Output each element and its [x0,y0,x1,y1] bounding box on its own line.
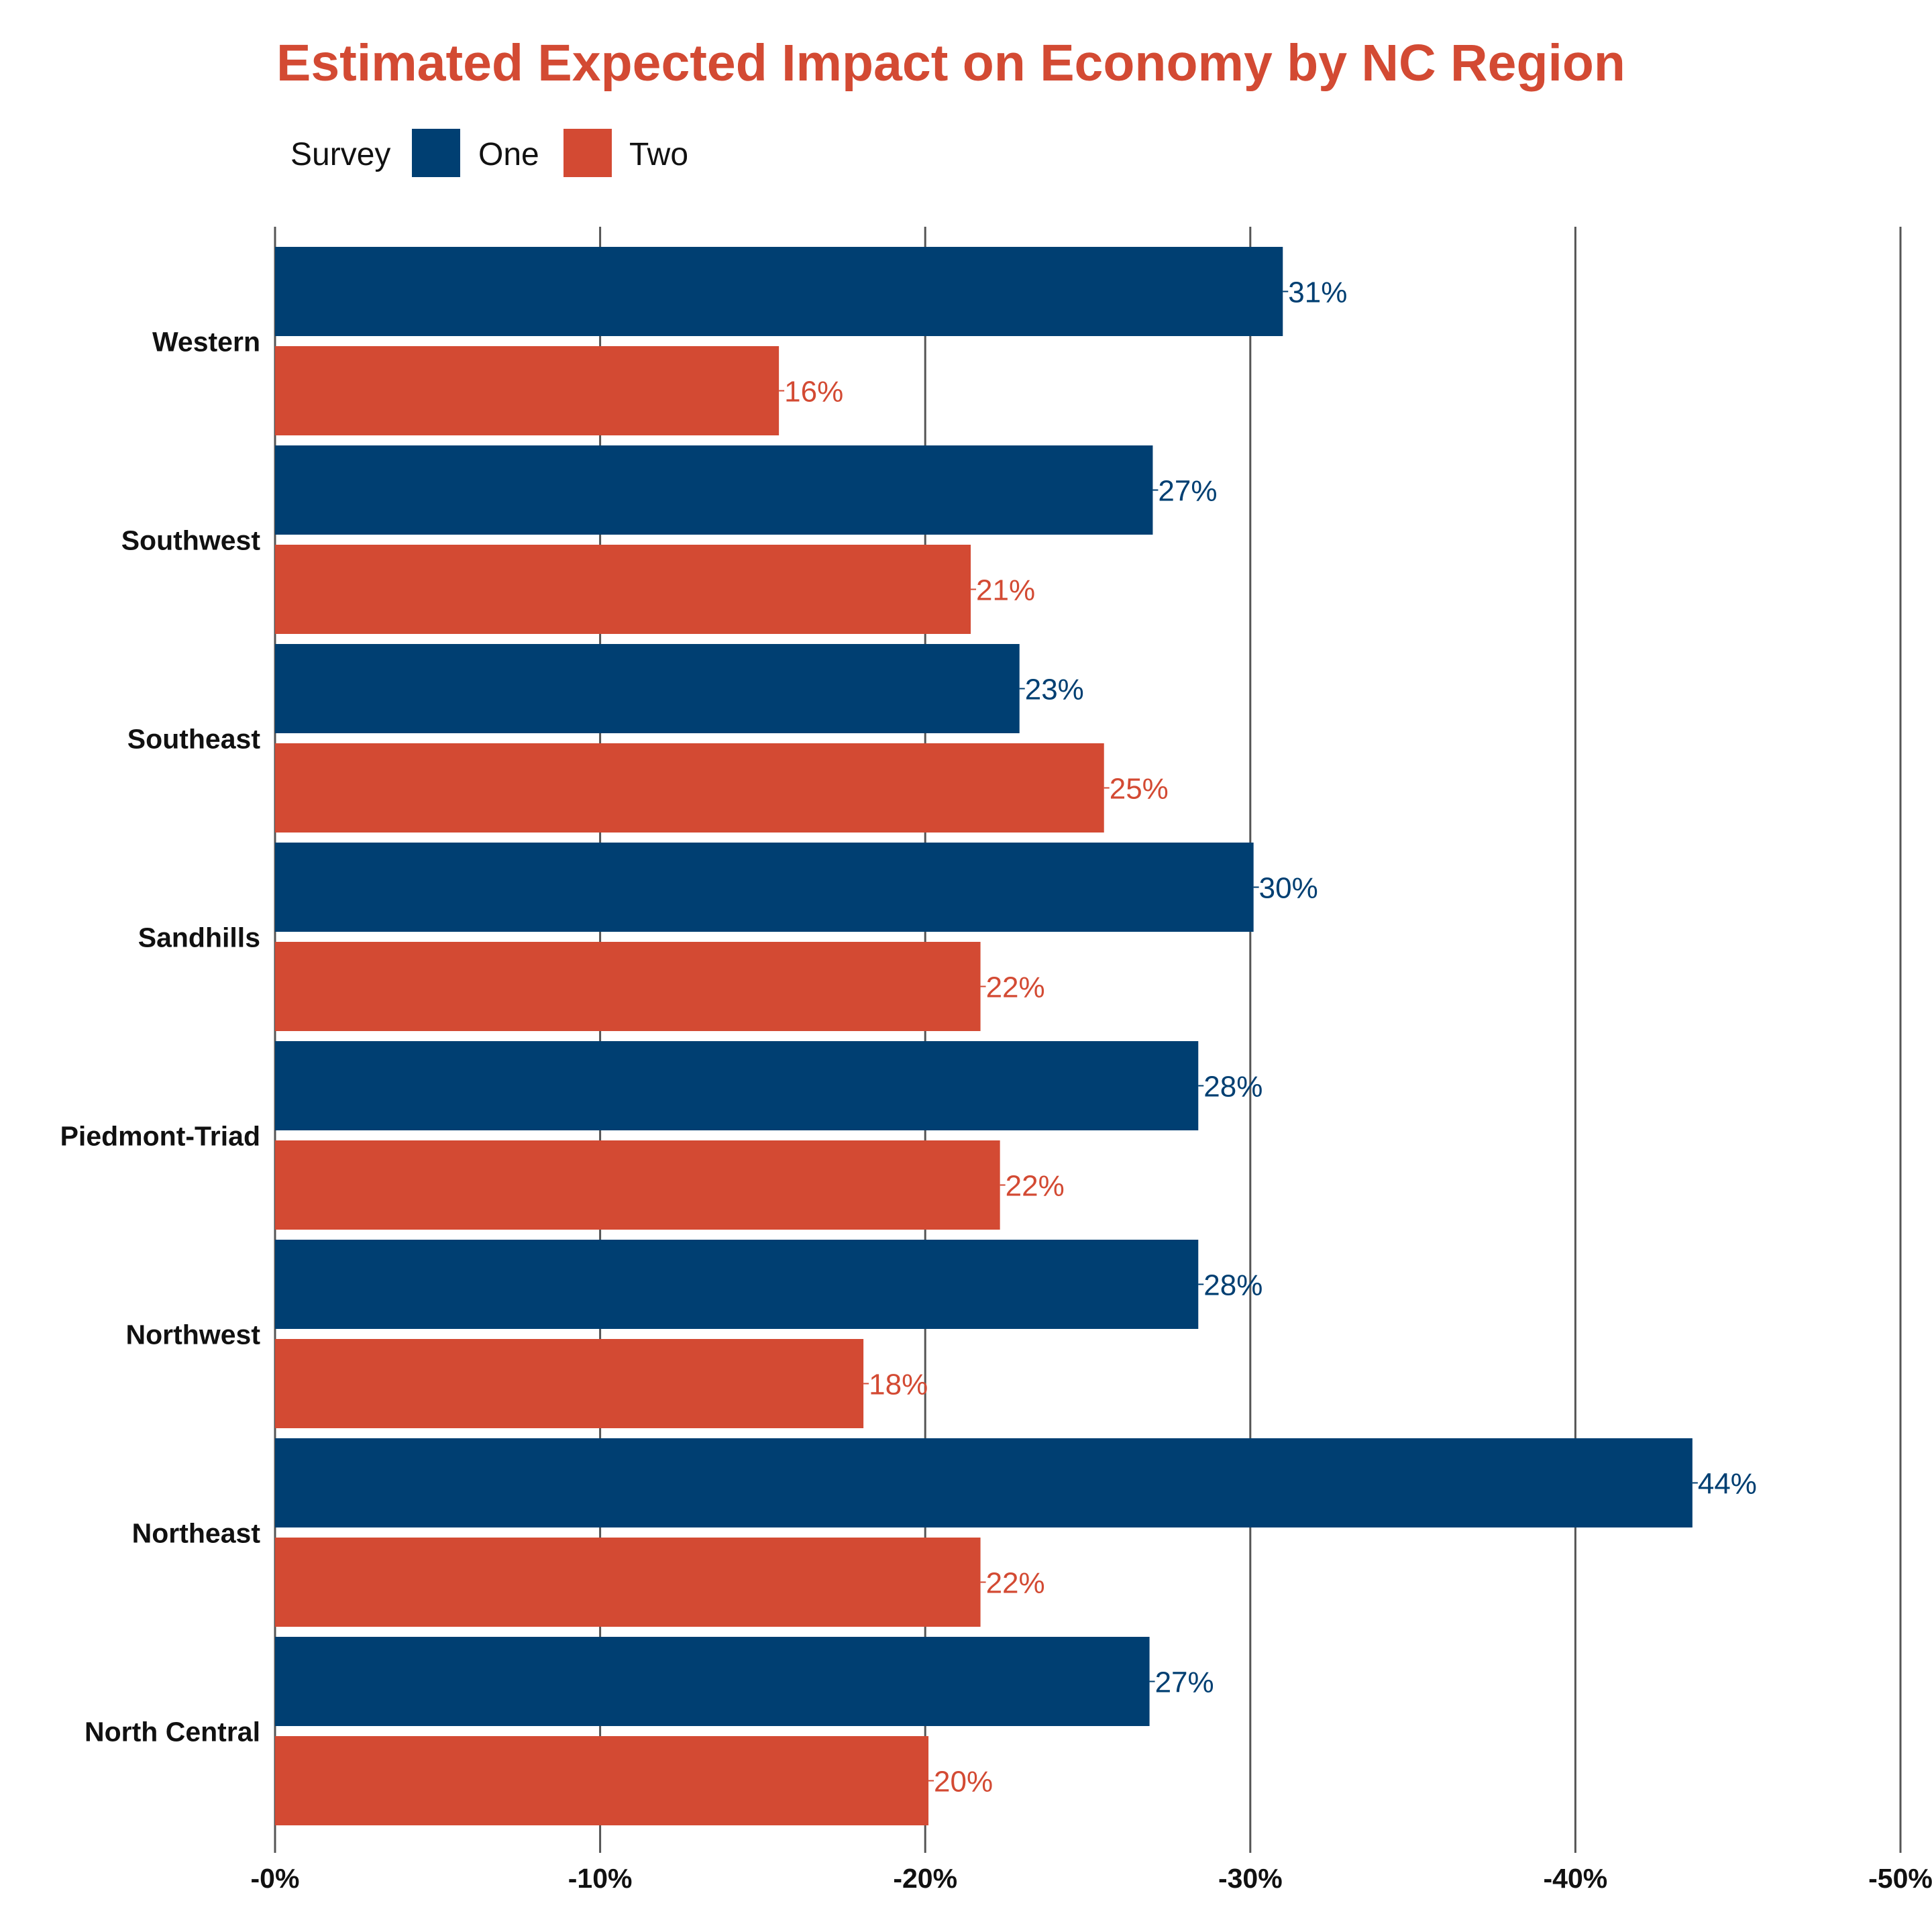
data-label-southeast-one: 23% [1025,674,1084,706]
legend-title: Survey [290,137,390,172]
data-label-piedmont-triad-one: 28% [1203,1071,1263,1104]
legend-label-one: One [478,137,539,172]
data-label-western-two: 16% [784,376,843,409]
x-tick-label: -0% [251,1863,300,1894]
data-labels: 31% 16% 27% 21% 23% 25% 30% 22% 28% 22% 28% 18% 44% 2… [779,276,1757,1799]
x-axis: -0% -10% -20% -30% -40% -50% [251,1846,1932,1894]
data-label-sandhills-one: 30% [1259,872,1318,905]
category-label-western: Western [152,327,260,358]
bar-northeast-two [275,1538,981,1627]
bar-northeast-one [275,1438,1693,1527]
bar-north-central-one [275,1637,1150,1726]
x-tick-label: -20% [893,1863,957,1894]
category-label-sandhills: Sandhills [138,922,260,953]
data-label-northeast-one: 44% [1698,1468,1757,1501]
data-label-southeast-two: 25% [1110,773,1169,806]
bar-southeast-one [275,644,1020,733]
category-label-southeast: Southeast [127,724,261,755]
data-label-northwest-one: 28% [1203,1269,1263,1302]
category-label-southwest: Southwest [121,525,261,556]
data-label-western-one: 31% [1288,276,1347,309]
bar-northwest-two [275,1339,864,1428]
bar-sandhills-two [275,942,981,1031]
x-tick-label: -10% [568,1863,633,1894]
chart-title: Estimated Expected Impact on Economy by … [276,34,1625,92]
category-labels: Western Southwest Southeast Sandhills Piedmo… [60,327,261,1748]
category-label-piedmont-triad: Piedmont-Triad [60,1121,260,1152]
legend-swatch-one [412,129,460,177]
bar-north-central-two [275,1736,929,1825]
bar-piedmont-triad-two [275,1140,1000,1230]
data-label-southwest-one: 27% [1158,475,1217,508]
bar-northwest-one [275,1240,1199,1329]
category-label-northwest: Northwest [126,1320,261,1350]
bar-sandhills-one [275,843,1254,932]
legend-label-two: Two [629,137,688,172]
data-label-southwest-two: 21% [976,574,1035,607]
data-label-sandhills-two: 22% [986,971,1045,1004]
data-label-northwest-two: 18% [869,1368,928,1401]
legend-swatch-two [564,129,612,177]
category-label-northeast: Northeast [132,1518,261,1549]
bar-southwest-one [275,445,1153,535]
bars [275,247,1693,1825]
bar-southwest-two [275,545,971,634]
data-label-north-central-two: 20% [934,1766,993,1799]
bar-western-one [275,247,1283,336]
bar-southeast-two [275,743,1104,833]
category-label-north-central: North Central [85,1717,260,1748]
x-tick-label: -50% [1868,1863,1932,1894]
bar-western-two [275,346,780,435]
data-label-northeast-two: 22% [986,1567,1045,1600]
x-tick-label: -40% [1544,1863,1608,1894]
x-tick-label: -30% [1218,1863,1283,1894]
legend: Survey One Two [290,129,688,177]
data-label-piedmont-triad-two: 22% [1006,1170,1065,1203]
bar-piedmont-triad-one [275,1041,1199,1130]
data-label-north-central-one: 27% [1155,1666,1214,1699]
